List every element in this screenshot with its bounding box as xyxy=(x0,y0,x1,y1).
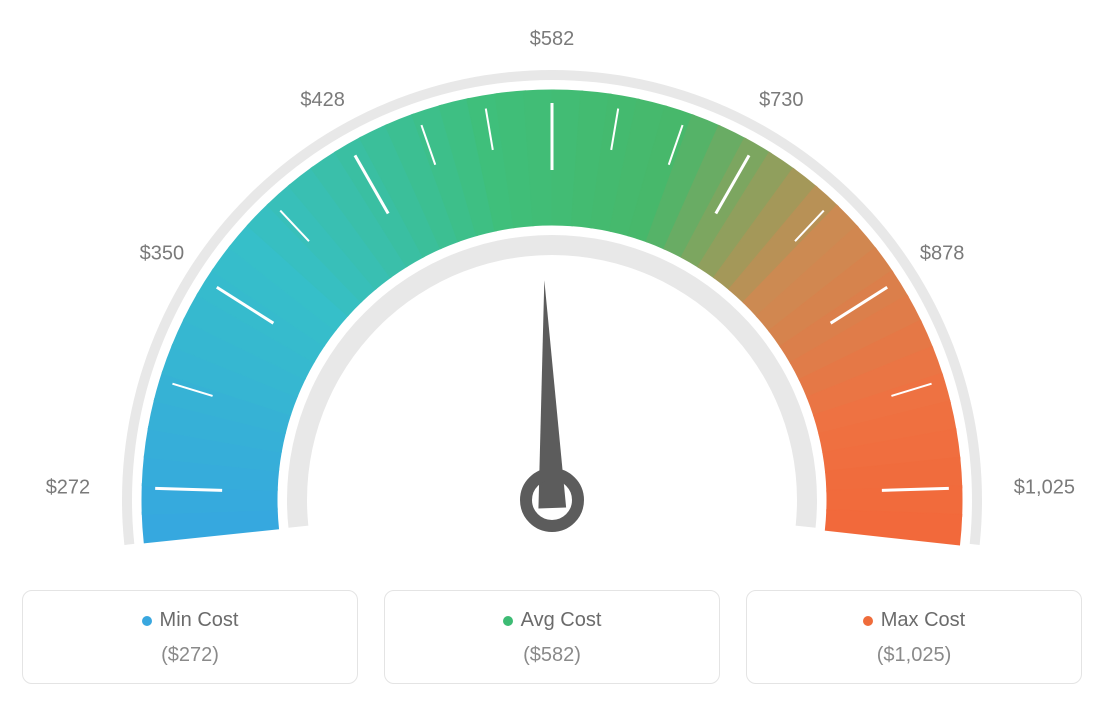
legend-title-avg: Avg Cost xyxy=(503,609,602,632)
gauge-svg: $272 $350 $428 $582 $730 $878 $1,025 xyxy=(22,20,1082,570)
gauge-tick-label: $878 xyxy=(920,242,965,264)
cost-gauge-chart: $272 $350 $428 $582 $730 $878 $1,025 xyxy=(22,20,1082,570)
legend-card-max: Max Cost ($1,025) xyxy=(746,590,1082,684)
gauge-tick-label: $272 xyxy=(46,476,91,498)
legend-value-min: ($272) xyxy=(33,644,347,667)
gauge-tick-label: $730 xyxy=(759,89,804,111)
legend-title-max: Max Cost xyxy=(863,609,965,632)
gauge-tick-label: $582 xyxy=(530,28,575,50)
legend-row: Min Cost ($272) Avg Cost ($582) Max Cost… xyxy=(22,590,1082,684)
gauge-tick-label: $350 xyxy=(140,242,185,264)
legend-value-avg: ($582) xyxy=(395,644,709,667)
legend-title-min: Min Cost xyxy=(142,609,239,632)
legend-card-min: Min Cost ($272) xyxy=(22,590,358,684)
legend-value-max: ($1,025) xyxy=(757,644,1071,667)
legend-title-text: Avg Cost xyxy=(521,609,602,632)
legend-dot-icon xyxy=(863,616,873,626)
gauge-tick-label: $428 xyxy=(300,89,345,111)
legend-title-text: Min Cost xyxy=(160,609,239,632)
legend-card-avg: Avg Cost ($582) xyxy=(384,590,720,684)
legend-dot-icon xyxy=(142,616,152,626)
legend-title-text: Max Cost xyxy=(881,609,965,632)
legend-dot-icon xyxy=(503,616,513,626)
gauge-tick-label: $1,025 xyxy=(1014,476,1075,498)
